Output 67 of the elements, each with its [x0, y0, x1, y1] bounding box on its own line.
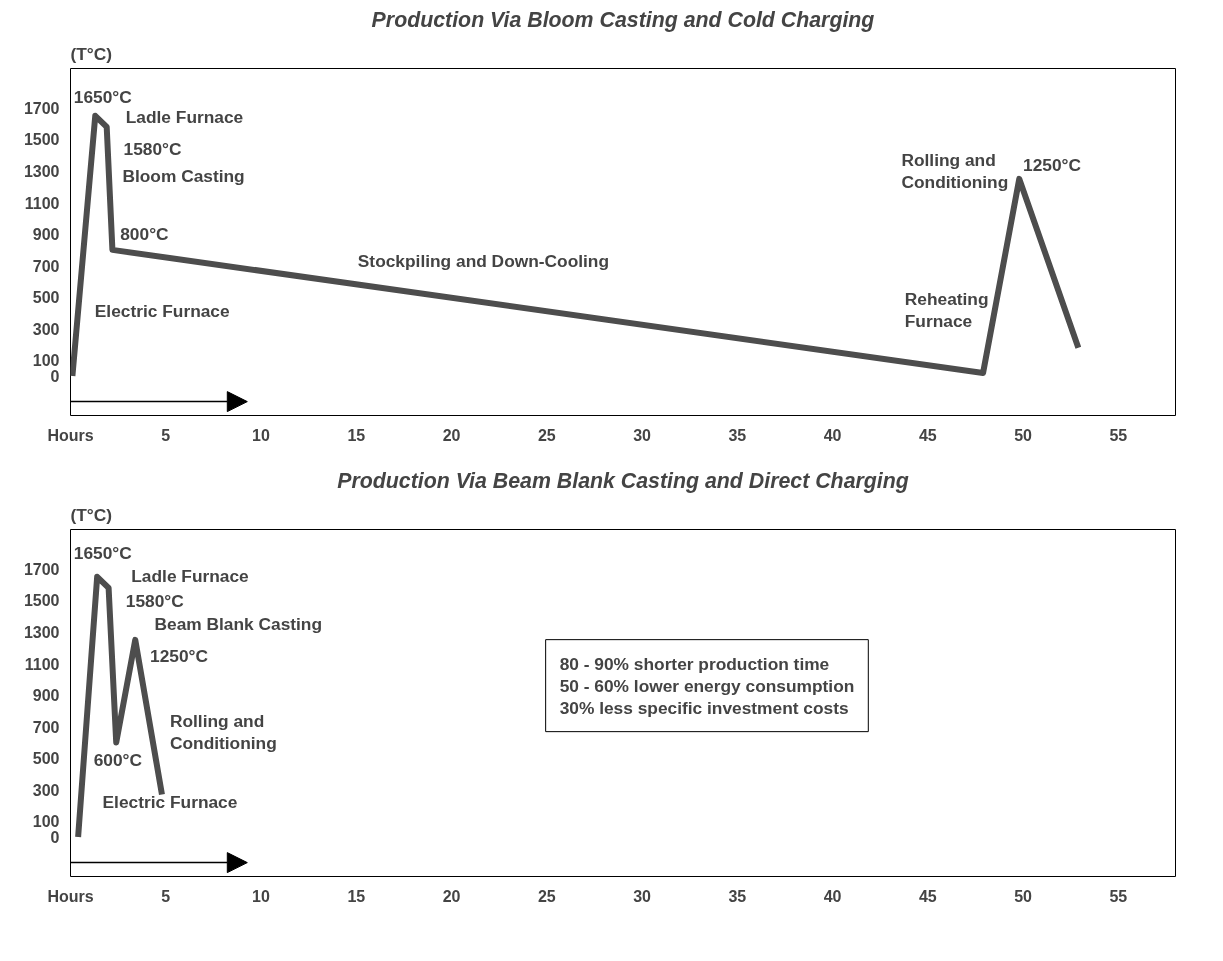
- x-tick-label: 35: [728, 887, 747, 905]
- annotation: Rolling and Conditioning: [169, 711, 277, 754]
- y-tick-label: 300: [32, 320, 60, 338]
- y-tick-label: 1300: [23, 163, 60, 181]
- annotation: 80 - 90% shorter production time 50 - 60% lower energy consumption 30% less specific investment costs: [559, 653, 855, 718]
- x-tick-label: 55: [1109, 426, 1128, 444]
- x-tick-label: 10: [252, 426, 271, 444]
- x-tick-label: 15: [347, 426, 366, 444]
- x-tick-label: 20: [442, 887, 461, 905]
- annotation: 1650°C: [73, 86, 133, 107]
- x-tick-label: 10: [252, 887, 271, 905]
- annotation: 800°C: [120, 224, 170, 245]
- y-tick-label: 1100: [24, 194, 60, 212]
- annotation: Stockpiling and Down-Cooling: [357, 251, 610, 272]
- y-axis-title: (T°C): [70, 43, 113, 64]
- x-tick-label: 5: [161, 426, 171, 444]
- y-tick-label: 0: [50, 829, 60, 847]
- x-tick-label: Hours: [47, 887, 94, 905]
- y-tick-label: 700: [32, 718, 60, 736]
- y-tick-label: 500: [32, 750, 60, 768]
- annotation: Beam Blank Casting: [154, 614, 323, 635]
- x-tick-label: 25: [537, 887, 556, 905]
- x-tick-label: 25: [537, 426, 556, 444]
- y-axis-title: (T°C): [70, 504, 113, 525]
- y-tick-label: 100: [32, 813, 60, 831]
- annotation: 1580°C: [125, 590, 185, 611]
- annotation: 600°C: [93, 749, 143, 770]
- annotation: 1250°C: [150, 645, 209, 666]
- x-tick-label: 20: [442, 426, 461, 444]
- y-tick-label: 500: [32, 289, 60, 307]
- x-tick-label: 40: [823, 426, 842, 444]
- x-tick-label: 45: [918, 426, 937, 444]
- annotation: Ladle Furnace: [131, 566, 250, 586]
- y-tick-label: 1500: [23, 131, 60, 149]
- y-tick-label: 1300: [23, 624, 60, 642]
- annotation: Electric Furnace: [102, 791, 238, 812]
- x-tick-label: 30: [633, 887, 652, 905]
- annotation: Reheating Furnace: [904, 288, 989, 331]
- annotation: 1250°C: [1023, 154, 1082, 175]
- annotation: Ladle Furnace: [125, 107, 244, 128]
- x-tick-label: 50: [1014, 426, 1033, 444]
- x-tick-label: 55: [1109, 887, 1128, 905]
- x-tick-label: 50: [1014, 887, 1033, 905]
- chart-title: Production Via Bloom Casting and Cold Charging: [371, 7, 875, 32]
- y-tick-label: 700: [32, 257, 60, 275]
- y-tick-label: 900: [32, 226, 60, 244]
- y-tick-label: 900: [32, 687, 60, 705]
- x-tick-label: 40: [823, 887, 842, 905]
- annotation: Bloom Casting: [122, 165, 245, 186]
- annotation: 1650°C: [73, 543, 133, 564]
- y-tick-label: 100: [32, 352, 60, 370]
- x-tick-label: 15: [347, 887, 366, 905]
- annotation: 1580°C: [123, 139, 183, 159]
- chart-title: Production Via Beam Blank Casting and Direct Charging: [337, 468, 909, 493]
- x-tick-label: Hours: [47, 426, 94, 444]
- y-tick-label: 1700: [23, 560, 60, 578]
- y-tick-label: 0: [50, 368, 60, 386]
- x-tick-label: 45: [918, 887, 937, 905]
- x-tick-label: 5: [161, 887, 171, 905]
- y-tick-label: 300: [32, 781, 60, 799]
- annotation: Rolling and Conditioning: [901, 149, 1009, 192]
- x-tick-label: 30: [633, 426, 652, 444]
- annotation: Electric Furnace: [94, 301, 231, 322]
- y-tick-label: 1700: [23, 99, 60, 117]
- y-tick-label: 1500: [23, 592, 60, 610]
- y-tick-label: 1100: [24, 655, 60, 673]
- x-tick-label: 35: [728, 426, 747, 444]
